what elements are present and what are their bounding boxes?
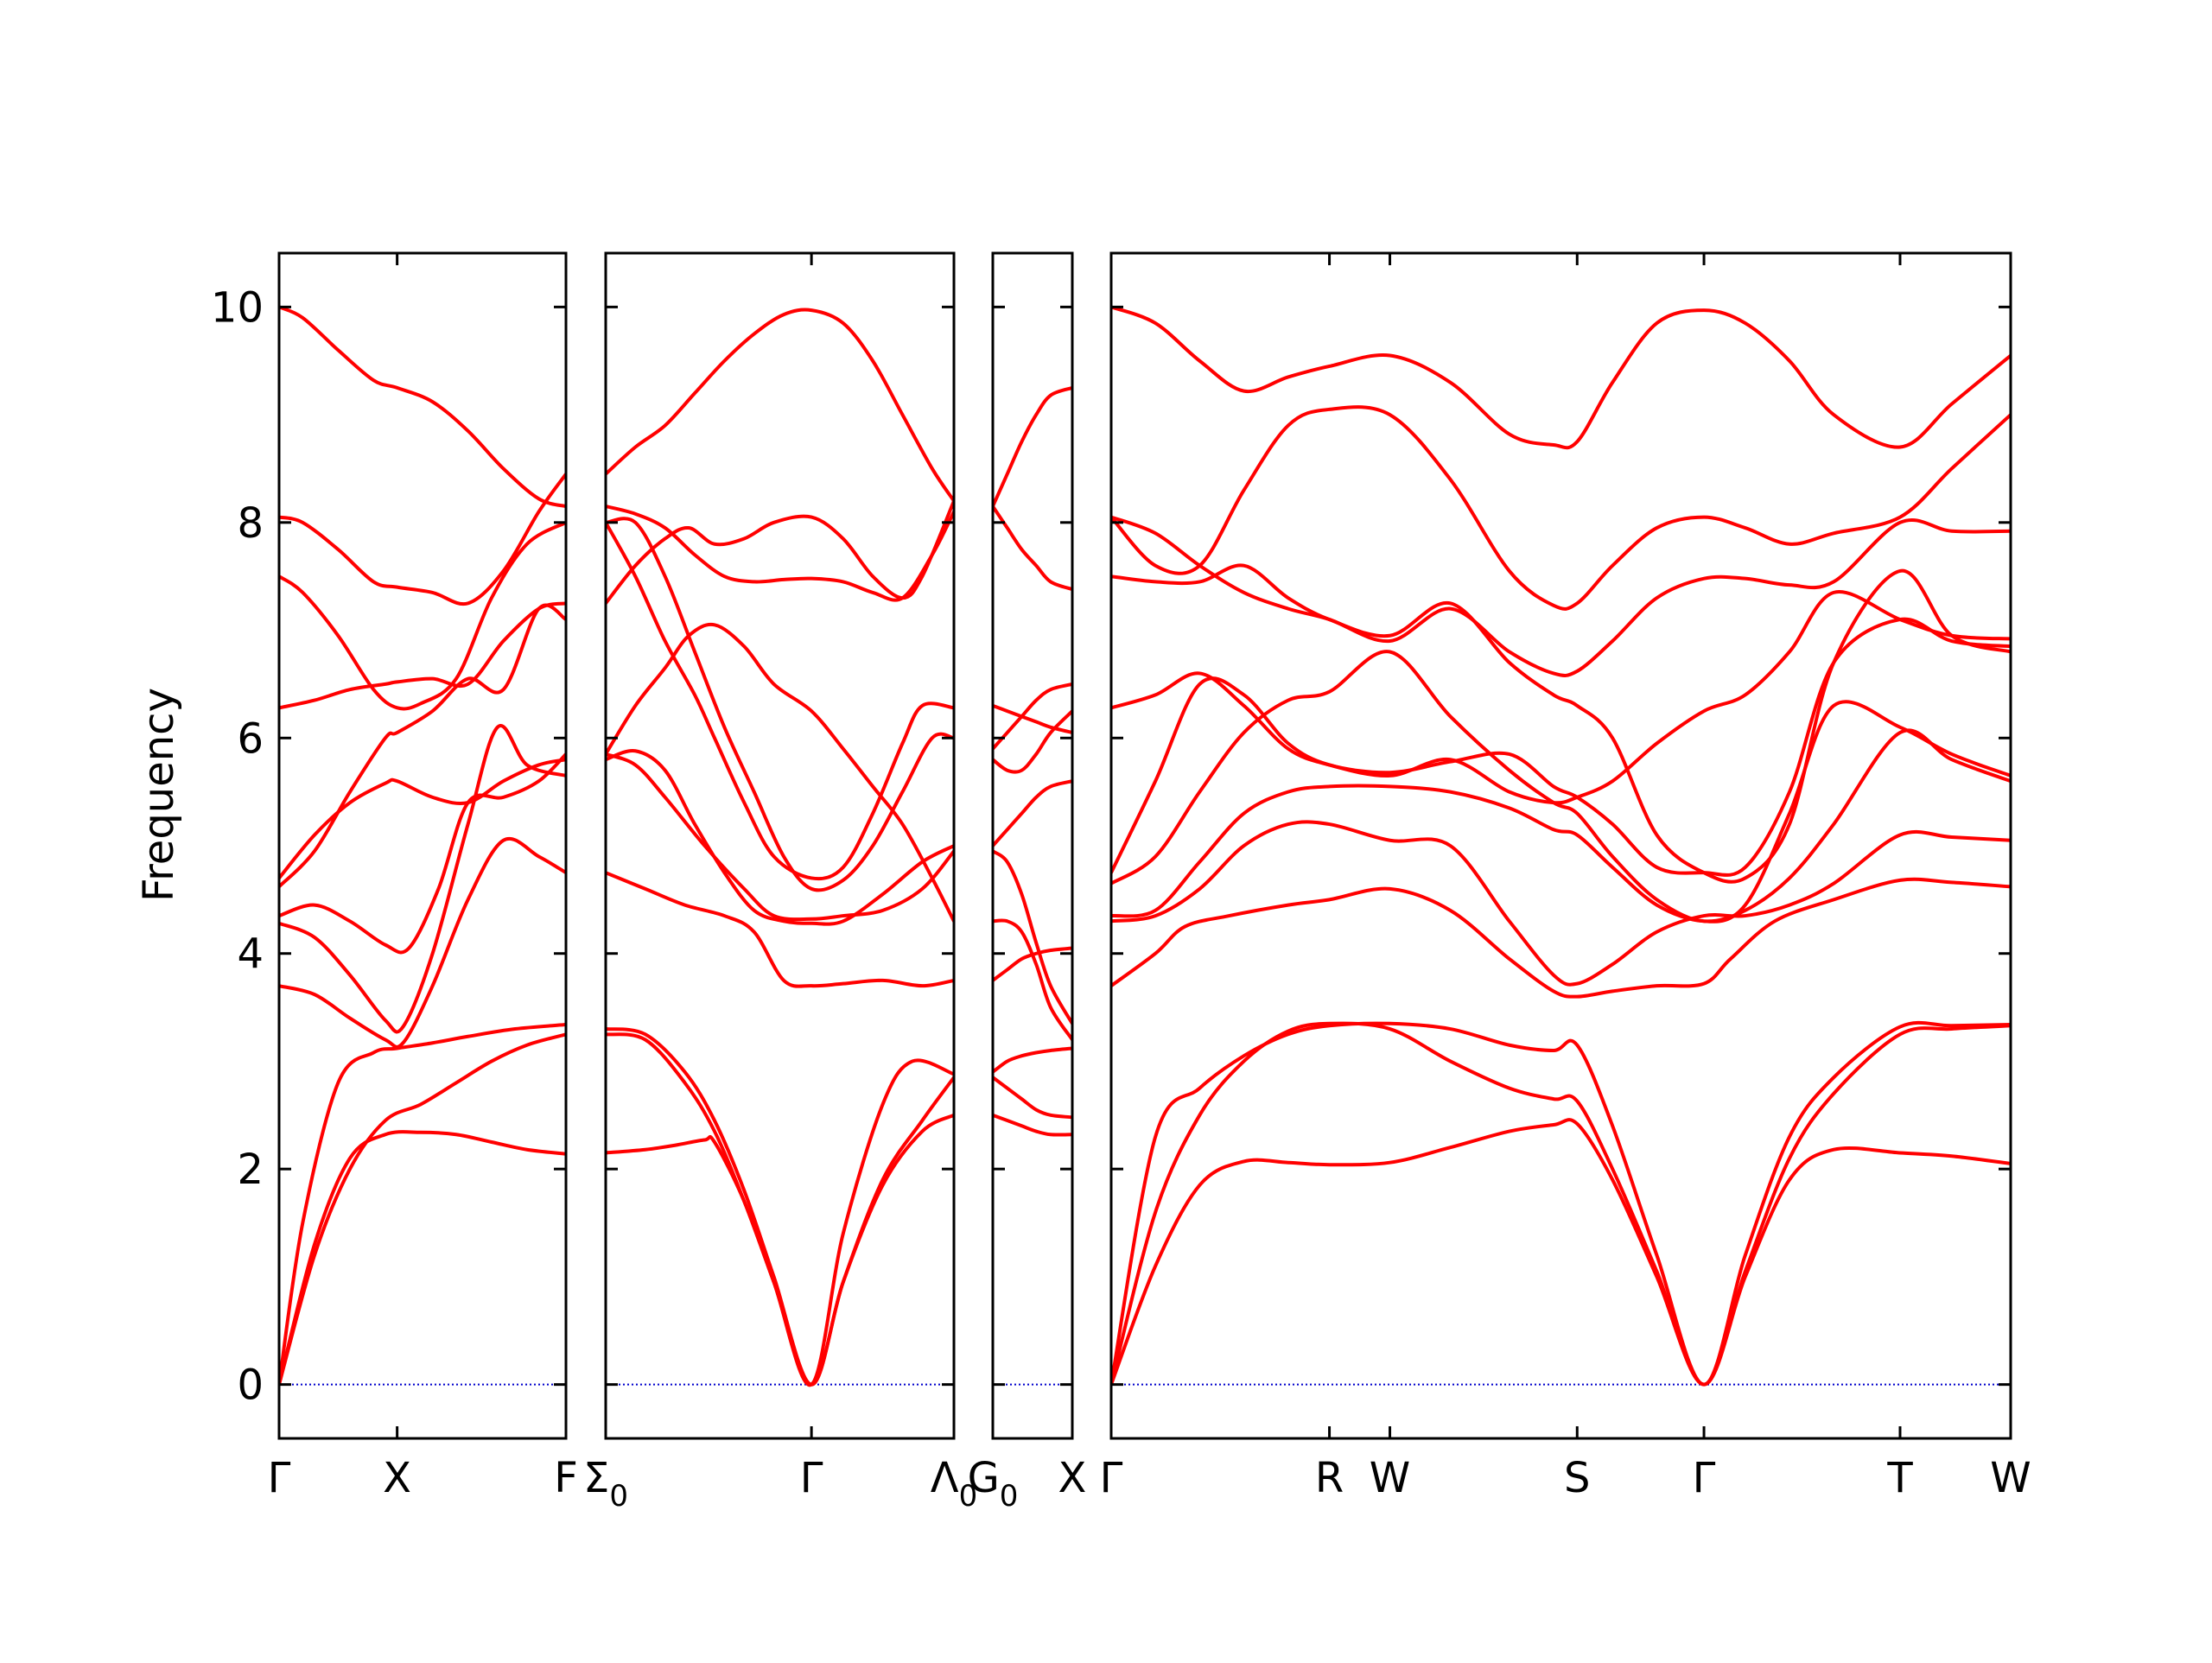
x-tick-label: X <box>383 1454 411 1502</box>
x-tick-label: W <box>1990 1454 2031 1502</box>
x-tick-label: T <box>1886 1454 1913 1502</box>
x-tick-label: Γ <box>1100 1454 1123 1502</box>
band-line <box>993 1046 1072 1074</box>
band-line <box>279 1032 566 1387</box>
bands-layer <box>279 305 2011 1387</box>
panel-frame <box>277 251 568 1440</box>
band-line <box>606 1027 954 1387</box>
x-tick-label: S <box>1564 1454 1590 1502</box>
band-line <box>993 849 1072 1025</box>
band-line <box>279 520 566 711</box>
band-line <box>993 682 1072 751</box>
panel-frame <box>991 251 1074 1440</box>
band-line <box>279 836 566 1049</box>
y-tick-label: 6 <box>237 714 264 763</box>
band-line <box>279 723 566 1034</box>
band-line <box>606 1032 954 1387</box>
band-line <box>1111 305 2011 450</box>
band-line <box>1111 1118 2011 1387</box>
band-line <box>993 385 1072 509</box>
band-line <box>1111 650 2011 924</box>
y-tick-label: 4 <box>237 930 264 979</box>
band-line <box>279 472 566 606</box>
x-tick-label: R <box>1315 1454 1344 1502</box>
band-line <box>279 1130 566 1387</box>
band-line <box>993 703 1072 735</box>
band-line <box>279 603 566 889</box>
x-tick-label: Γ <box>268 1454 291 1502</box>
panel-frame <box>1109 251 2012 1440</box>
band-line <box>279 752 566 955</box>
band-line <box>606 505 954 602</box>
x-tick-label: F <box>554 1454 578 1502</box>
band-line <box>1111 515 2011 677</box>
band-line <box>993 779 1072 847</box>
band-line <box>993 918 1072 1042</box>
band-line <box>606 308 954 503</box>
band-line <box>1111 877 2011 999</box>
x-tick-label: W <box>1370 1454 1410 1502</box>
band-line <box>606 871 954 988</box>
band-line <box>606 498 954 606</box>
x-tick-label: X <box>1058 1454 1087 1502</box>
y-tick-label: 2 <box>237 1146 264 1194</box>
band-line <box>993 709 1072 774</box>
band-line <box>279 758 566 880</box>
panel-frame <box>604 251 956 1440</box>
y-tick-label: 10 <box>211 283 264 332</box>
x-tick-label: Σ0 <box>583 1454 628 1514</box>
band-line <box>606 749 954 926</box>
band-line <box>1111 405 2011 611</box>
band-line <box>1111 728 2011 924</box>
band-line <box>993 946 1072 982</box>
x-tick-label: Γ <box>800 1454 823 1502</box>
band-line <box>1111 563 2011 884</box>
band-line <box>993 1076 1072 1120</box>
band-line <box>1111 617 2011 877</box>
y-axis-label: Frequency <box>135 688 183 902</box>
band-line <box>993 505 1072 592</box>
band-line <box>606 752 954 922</box>
band-line <box>993 1113 1072 1137</box>
band-line <box>1111 1020 2011 1387</box>
x-tick-label: Γ <box>1693 1454 1716 1502</box>
band-line <box>1111 820 2011 987</box>
band-line <box>1111 590 2011 805</box>
band-line <box>606 520 954 881</box>
band-line <box>279 305 566 509</box>
y-tick-label: 8 <box>237 499 264 548</box>
band-line <box>279 1023 566 1387</box>
band-line <box>606 517 954 892</box>
band-line <box>606 1058 954 1387</box>
band-line <box>1111 1021 2011 1387</box>
y-tick-label: 0 <box>237 1362 264 1410</box>
band-line <box>606 622 954 924</box>
frames-layer <box>277 251 2012 1440</box>
band-line <box>279 601 566 710</box>
